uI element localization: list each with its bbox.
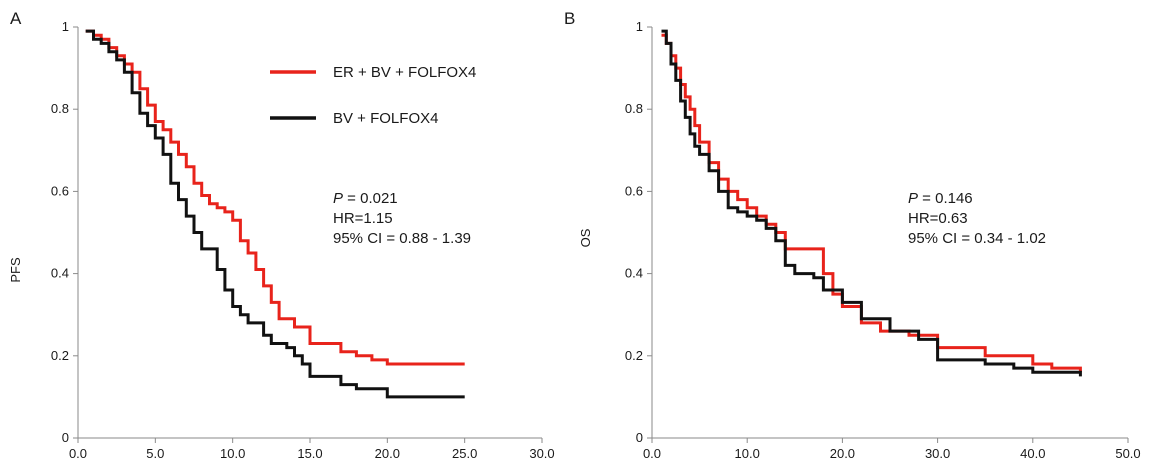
p-value-text: P = 0.146 [908, 190, 973, 207]
stats-annotation: P = 0.021 HR=1.15 95% CI = 0.88 - 1.39 [333, 190, 471, 247]
y-tick-label: 1 [62, 19, 69, 34]
x-tick-label: 25.0 [452, 446, 477, 461]
y-tick-label: 0.4 [625, 266, 643, 281]
y-axis-label: OS [578, 228, 593, 247]
legend: ER + BV + FOLFOX4 BV + FOLFOX4 [270, 64, 476, 127]
hazard-ratio-text: HR=1.15 [333, 210, 393, 227]
y-tick-label: 0 [636, 430, 643, 445]
y-tick-label: 0.2 [625, 348, 643, 363]
series-line-er-bv-folfox4 [85, 29, 465, 366]
y-tick-label: 0.6 [625, 183, 643, 198]
p-value: = 0.021 [343, 190, 398, 207]
y-tick-label: 0.8 [625, 101, 643, 116]
confidence-interval-text: 95% CI = 0.88 - 1.39 [333, 230, 471, 247]
x-tick-label: 15.0 [297, 446, 322, 461]
panel-a: A00.20.40.60.810.0 5.0 10.0 15.0 20.0 25.0 30.… [8, 9, 555, 461]
stats-annotation: P = 0.146 HR=0.63 95% CI = 0.34 - 1.02 [908, 190, 1046, 247]
x-tick-label: 50.0 [1115, 446, 1140, 461]
p-value-text: P = 0.021 [333, 190, 398, 207]
legend-label: BV + FOLFOX4 [333, 110, 438, 127]
x-tick-label: 0.0 [643, 446, 661, 461]
p-symbol: P [333, 190, 343, 207]
hazard-ratio-text: HR=0.63 [908, 210, 968, 227]
x-tick-label: 10.0 [220, 446, 245, 461]
y-tick-label: 0.6 [51, 183, 69, 198]
x-tick-label: 10.0 [735, 446, 760, 461]
series-line-bv-folfox4 [661, 29, 1082, 377]
x-tick-label: 30.0 [925, 446, 950, 461]
y-tick-label: 0.2 [51, 348, 69, 363]
panel-letter: B [564, 9, 575, 28]
p-value: = 0.146 [918, 190, 973, 207]
y-tick-label: 0.4 [51, 266, 69, 281]
y-tick-label: 0 [62, 430, 69, 445]
x-tick-label: 20.0 [375, 446, 400, 461]
x-tick-label: 20.0 [830, 446, 855, 461]
confidence-interval-text: 95% CI = 0.34 - 1.02 [908, 230, 1046, 247]
x-tick-label: 30.0 [529, 446, 554, 461]
x-tick-label: 0.0 [69, 446, 87, 461]
series-line-er-bv-folfox4 [661, 33, 1082, 373]
panel-letter: A [10, 9, 22, 28]
legend-label: ER + BV + FOLFOX4 [333, 64, 476, 81]
series-line-bv-folfox4 [85, 29, 465, 399]
x-tick-label: 40.0 [1020, 446, 1045, 461]
panel-b: B00.20.40.60.810.0 10.0 20.0 30.0 40.0 50.0OS… [564, 9, 1141, 461]
y-tick-label: 1 [636, 19, 643, 34]
y-tick-label: 0.8 [51, 101, 69, 116]
x-tick-label: 5.0 [146, 446, 164, 461]
y-axis-label: PFS [8, 257, 23, 283]
p-symbol: P [908, 190, 918, 207]
